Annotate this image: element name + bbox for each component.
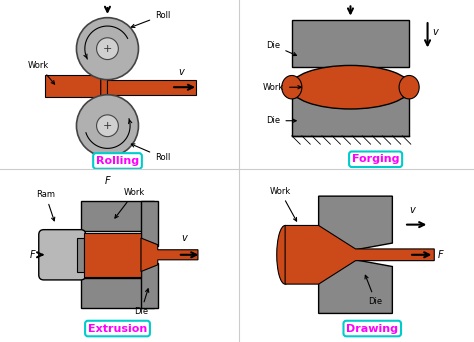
FancyBboxPatch shape [77, 238, 84, 272]
Polygon shape [319, 260, 392, 313]
FancyBboxPatch shape [104, 80, 196, 95]
Circle shape [97, 115, 118, 137]
Polygon shape [319, 196, 392, 250]
FancyBboxPatch shape [39, 230, 86, 280]
Ellipse shape [277, 225, 293, 284]
FancyBboxPatch shape [292, 97, 409, 136]
Text: F: F [30, 250, 36, 260]
Polygon shape [141, 238, 198, 272]
Ellipse shape [282, 76, 302, 99]
Text: Die: Die [266, 116, 296, 125]
FancyBboxPatch shape [141, 201, 158, 246]
Text: F: F [105, 176, 110, 186]
FancyBboxPatch shape [81, 201, 155, 231]
Text: Work: Work [28, 61, 55, 84]
Text: Die: Die [266, 41, 297, 56]
Text: Rolling: Rolling [96, 156, 139, 166]
FancyBboxPatch shape [292, 20, 409, 67]
Text: Forging: Forging [352, 154, 400, 164]
Polygon shape [285, 225, 434, 284]
Text: F: F [438, 250, 443, 260]
Circle shape [97, 38, 118, 60]
Text: Work: Work [269, 187, 297, 221]
Text: Extrusion: Extrusion [88, 324, 147, 333]
Text: Ram: Ram [36, 190, 55, 221]
Polygon shape [101, 76, 108, 97]
Ellipse shape [399, 76, 419, 99]
Text: v: v [178, 67, 184, 77]
Text: Roll: Roll [131, 144, 171, 162]
Text: Roll: Roll [131, 11, 171, 27]
FancyBboxPatch shape [84, 233, 141, 277]
Text: v: v [182, 233, 187, 243]
Text: Die: Die [134, 289, 149, 316]
FancyBboxPatch shape [46, 76, 104, 97]
Text: v: v [410, 205, 415, 214]
Text: Die: Die [365, 275, 383, 306]
Circle shape [76, 95, 138, 157]
FancyBboxPatch shape [141, 263, 158, 308]
Text: v: v [433, 27, 438, 37]
Text: Work: Work [263, 83, 301, 92]
Text: +: + [103, 44, 112, 54]
Text: Drawing: Drawing [346, 324, 398, 333]
Ellipse shape [290, 65, 411, 109]
Text: Work: Work [115, 188, 145, 218]
Circle shape [76, 18, 138, 80]
FancyBboxPatch shape [81, 278, 155, 308]
Text: +: + [103, 121, 112, 131]
